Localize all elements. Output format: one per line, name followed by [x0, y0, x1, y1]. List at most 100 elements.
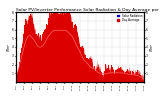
Bar	[115, 69, 116, 82]
Bar	[85, 58, 86, 82]
Bar	[65, 14, 66, 82]
Bar	[130, 71, 131, 82]
Bar	[120, 67, 121, 82]
Bar	[71, 22, 72, 82]
Bar	[70, 16, 71, 82]
Bar	[84, 56, 85, 82]
Bar	[76, 30, 77, 82]
Bar	[138, 71, 139, 82]
Bar	[33, 24, 34, 82]
Bar	[143, 81, 144, 82]
Bar	[79, 44, 80, 82]
Bar	[32, 21, 33, 82]
Bar	[94, 66, 95, 82]
Bar	[69, 12, 70, 82]
Bar	[57, 12, 58, 82]
Bar	[28, 20, 29, 82]
Bar	[127, 73, 128, 82]
Bar	[135, 74, 136, 82]
Bar	[113, 70, 114, 82]
Bar	[73, 28, 74, 82]
Bar	[21, 47, 22, 82]
Bar	[50, 16, 51, 82]
Bar	[125, 72, 126, 82]
Bar	[35, 34, 36, 82]
Bar	[136, 72, 137, 82]
Bar	[111, 65, 112, 82]
Bar	[132, 71, 133, 82]
Bar	[42, 40, 43, 82]
Bar	[30, 14, 31, 82]
Bar	[34, 30, 35, 82]
Bar	[91, 58, 92, 82]
Bar	[82, 46, 83, 82]
Bar	[89, 60, 90, 82]
Bar	[67, 12, 68, 82]
Bar	[23, 34, 24, 82]
Bar	[38, 33, 39, 82]
Bar	[134, 75, 135, 82]
Bar	[126, 71, 127, 82]
Bar	[20, 53, 21, 82]
Bar	[123, 72, 124, 82]
Bar	[101, 72, 102, 82]
Bar	[49, 13, 50, 82]
Bar	[121, 71, 122, 82]
Bar	[74, 28, 75, 82]
Bar	[54, 12, 55, 82]
Bar	[26, 21, 27, 82]
Bar	[119, 68, 120, 82]
Bar	[27, 24, 28, 82]
Bar	[63, 17, 64, 82]
Bar	[58, 14, 59, 82]
Y-axis label: W/m²: W/m²	[149, 43, 153, 51]
Bar	[25, 19, 26, 82]
Bar	[83, 50, 84, 82]
Bar	[43, 32, 44, 82]
Bar	[99, 72, 100, 82]
Legend: Solar Radiation, Day Average: Solar Radiation, Day Average	[117, 13, 143, 22]
Bar	[45, 29, 46, 82]
Bar	[24, 25, 25, 82]
Bar	[72, 22, 73, 82]
Bar	[29, 16, 30, 82]
Bar	[51, 17, 52, 82]
Bar	[52, 15, 53, 82]
Bar	[60, 14, 61, 82]
Bar	[37, 36, 38, 82]
Bar	[46, 24, 47, 82]
Bar	[107, 68, 108, 82]
Bar	[118, 69, 119, 82]
Bar	[68, 12, 69, 82]
Bar	[116, 70, 117, 82]
Bar	[36, 34, 37, 82]
Bar	[17, 72, 18, 82]
Bar	[114, 74, 115, 82]
Bar	[139, 74, 140, 82]
Bar	[87, 58, 88, 82]
Bar	[86, 58, 87, 82]
Bar	[129, 73, 130, 82]
Bar	[131, 75, 132, 82]
Bar	[31, 16, 32, 82]
Bar	[104, 72, 105, 82]
Bar	[88, 59, 89, 82]
Bar	[124, 73, 125, 82]
Bar	[117, 68, 118, 82]
Bar	[40, 35, 41, 82]
Bar	[105, 64, 106, 82]
Bar	[39, 40, 40, 82]
Bar	[96, 68, 97, 82]
Bar	[128, 72, 129, 82]
Bar	[77, 34, 78, 82]
Bar	[102, 74, 103, 82]
Bar	[41, 41, 42, 82]
Bar	[62, 12, 63, 82]
Bar	[142, 80, 143, 82]
Bar	[95, 70, 96, 82]
Bar	[53, 14, 54, 82]
Bar	[133, 72, 134, 82]
Bar	[55, 12, 56, 82]
Bar	[106, 75, 107, 82]
Bar	[18, 69, 19, 82]
